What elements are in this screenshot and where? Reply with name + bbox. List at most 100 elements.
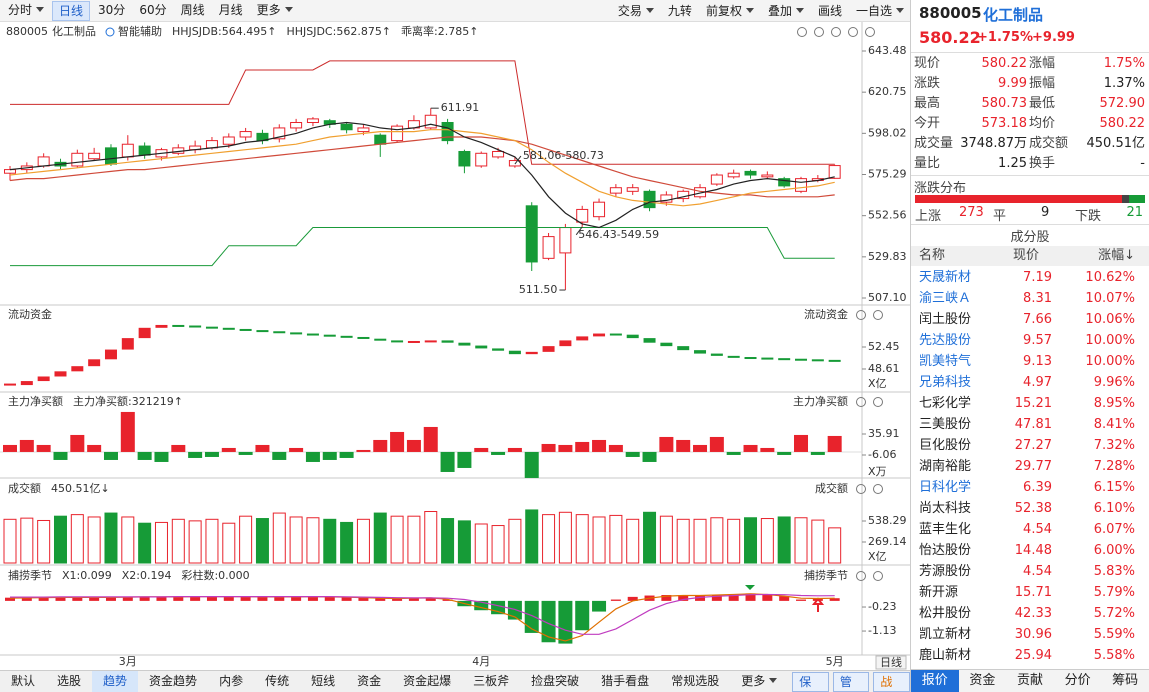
toolbar-button[interactable]: 60分 [139, 2, 167, 17]
panel-tab[interactable]: 筹码 [1112, 673, 1139, 688]
panel-icon[interactable] [831, 27, 841, 37]
panel-icon[interactable] [797, 27, 807, 37]
panel-tab[interactable]: 资金 [969, 673, 996, 688]
toolbar-button[interactable]: 日线 [52, 0, 91, 21]
stock-name: 日科化学 [919, 480, 972, 495]
table-header: 名称 现价 涨幅↓ [911, 246, 1149, 266]
toolbar-button[interactable]: 月线 [218, 2, 243, 17]
table-row[interactable]: 日科化学 6.39 6.15% [911, 477, 1149, 498]
toolbar-button[interactable]: 传统 [265, 674, 290, 688]
toolbar-button[interactable]: 30分 [98, 2, 126, 17]
panel-icon[interactable] [873, 310, 883, 320]
table-row[interactable]: 凯立新材 30.96 5.59% [911, 624, 1149, 645]
toolbar-button[interactable]: 画线 [817, 3, 842, 18]
panel-icon[interactable] [856, 310, 866, 320]
candle-body [239, 131, 252, 138]
table-row[interactable]: 湖南裕能 29.77 7.28% [911, 456, 1149, 477]
table-row[interactable]: 怡达股份 14.48 6.00% [911, 540, 1149, 561]
toolbar-button[interactable]: 一自选 [850, 2, 910, 20]
toolbar-button[interactable]: 资金起爆 [403, 674, 452, 688]
flow-bar [727, 355, 740, 358]
period-box[interactable] [875, 655, 907, 670]
table-row[interactable]: 天晟新材 7.19 10.62% [911, 267, 1149, 288]
toolbar-button[interactable]: 更多 [730, 671, 788, 692]
stock-pct: 7.32% [1093, 438, 1135, 453]
toolbar-button[interactable]: 资金 [357, 674, 382, 688]
toolbar-button[interactable]: 周线 [180, 2, 205, 17]
toolbar-button[interactable]: 捡盘突破 [531, 674, 580, 688]
toolbar-button[interactable]: 前复权 [700, 2, 760, 20]
volume-bar [255, 518, 269, 564]
panel-icon[interactable] [856, 571, 866, 581]
table-row[interactable]: 鹿山新材 25.94 5.58% [911, 645, 1149, 666]
panel-icon[interactable] [856, 397, 866, 407]
table-row[interactable]: 尚太科技 52.38 6.10% [911, 498, 1149, 519]
candle-body [542, 236, 555, 259]
panel-icon[interactable] [848, 27, 858, 37]
indicator-label: X1:0.099 [62, 569, 112, 582]
toolbar-button[interactable]: 趋势 [92, 671, 139, 692]
x-tick-label: 5月 [826, 655, 844, 668]
toolbar-button[interactable]: 九转 [667, 3, 692, 18]
hist-bar [678, 595, 689, 601]
hist-bar [55, 596, 66, 601]
table-row[interactable]: 渝三峡Ａ 8.31 10.07% [911, 288, 1149, 309]
volume-bar [693, 518, 707, 564]
table-row[interactable]: 蓝丰生化 4.54 6.07% [911, 519, 1149, 540]
toolbar-button[interactable]: 默认 [11, 674, 36, 688]
toolbar-button[interactable]: 保存 [792, 671, 829, 692]
table-row[interactable]: 芳源股份 4.54 5.83% [911, 561, 1149, 582]
table-row[interactable]: 兄弟科技 4.97 9.96% [911, 372, 1149, 393]
volume-bar [340, 521, 354, 564]
volume-bar [760, 518, 774, 564]
toolbar-button[interactable]: 管理 [832, 671, 870, 692]
toolbar-right: 交易 九转 前复权 叠加 画线 一自选 [610, 2, 910, 20]
table-row[interactable]: 松井股份 42.33 5.72% [911, 603, 1149, 624]
toolbar-button[interactable]: 分时 [2, 1, 50, 19]
panel-tab[interactable]: 贡献 [1016, 673, 1043, 688]
toolbar-button[interactable]: 交易 [612, 2, 660, 20]
toolbar-button[interactable]: 战法 [873, 671, 910, 692]
net-bar [575, 441, 590, 452]
toolbar-button[interactable]: 内参 [219, 674, 244, 688]
volume-bar [626, 518, 640, 564]
volume-bar [794, 517, 808, 564]
table-row[interactable]: 先达股份 9.57 10.00% [911, 330, 1149, 351]
quote-value: 1.75% [1103, 56, 1145, 71]
panel-icon[interactable] [856, 484, 866, 494]
toolbar-button[interactable]: 短线 [311, 674, 336, 688]
table-row[interactable]: 七彩化学 15.21 8.95% [911, 393, 1149, 414]
net-bar [827, 435, 842, 452]
panel-tab[interactable]: 报价 [911, 670, 959, 692]
volume-bar [727, 518, 741, 564]
net-bar [137, 451, 152, 460]
toolbar-button[interactable]: 资金趋势 [149, 674, 198, 688]
stock-price: 47.81 [1014, 417, 1052, 432]
flow-bar [475, 345, 488, 349]
toolbar-button[interactable]: 更多 [251, 1, 299, 19]
panel-tab[interactable]: 分价 [1064, 673, 1091, 688]
panel-icon[interactable] [865, 27, 875, 37]
toolbar-button[interactable]: 叠加 [762, 2, 810, 20]
panel-icon[interactable] [873, 571, 883, 581]
volume-bar [828, 527, 842, 564]
quote-label: 涨幅 [1029, 56, 1056, 71]
toolbar-button[interactable]: 常规选股 [671, 674, 720, 688]
toolbar-button[interactable]: 猎手看盘 [601, 674, 650, 688]
flow-bar [340, 335, 353, 338]
table-row[interactable]: 巨化股份 27.27 7.32% [911, 435, 1149, 456]
table-row[interactable]: 新开源 15.71 5.79% [911, 582, 1149, 603]
toolbar-button[interactable]: 选股 [57, 674, 82, 688]
panel-icon[interactable] [873, 397, 883, 407]
panel-icon[interactable] [873, 484, 883, 494]
stock-price: 6.39 [1023, 480, 1052, 495]
signal-marker [811, 597, 825, 612]
column-header: 现价 [1012, 248, 1039, 263]
toolbar-button[interactable]: 三板斧 [473, 674, 510, 688]
table-row[interactable]: 闰土股份 7.66 10.06% [911, 309, 1149, 330]
table-row[interactable]: 凯美特气 9.13 10.00% [911, 351, 1149, 372]
panel-icon[interactable] [814, 27, 824, 37]
period-label[interactable]: 日线 [880, 655, 902, 669]
stock-name: 巨化股份 [919, 438, 972, 453]
table-row[interactable]: 三美股份 47.81 8.41% [911, 414, 1149, 435]
